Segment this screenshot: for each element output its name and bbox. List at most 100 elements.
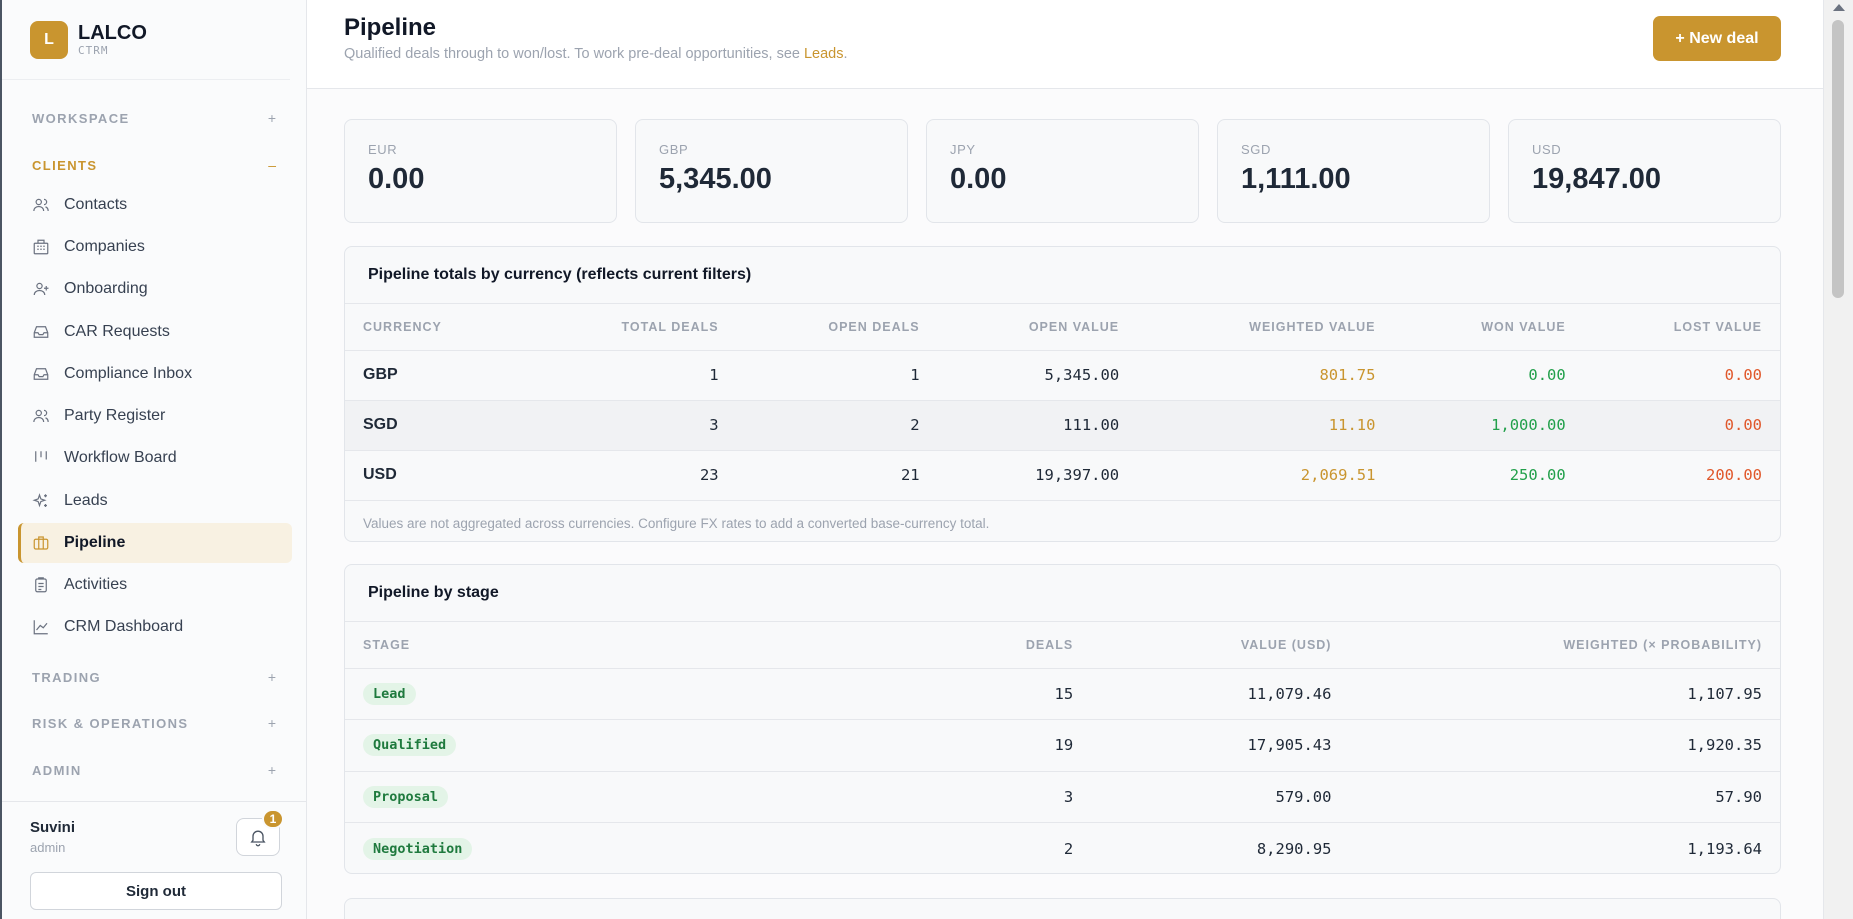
expand-icon: + <box>267 110 276 126</box>
sidebar-item-contacts[interactable]: Contacts <box>18 185 292 225</box>
table-row: Lead 15 11,079.46 1,107.95 <box>345 668 1780 720</box>
sidebar-item-pipeline[interactable]: Pipeline <box>18 523 292 563</box>
section-label: WORKSPACE <box>32 110 130 126</box>
expand-icon: + <box>267 762 276 778</box>
sidebar-item-crm-dashboard[interactable]: CRM Dashboard <box>18 607 292 647</box>
brand-logo: L <box>30 20 68 59</box>
expand-icon: + <box>267 715 276 731</box>
sidebar-item-label: Activities <box>64 576 128 593</box>
lost-value-cell: 200.00 <box>1583 450 1780 501</box>
panel-title: Pipeline totals by currency (reflects cu… <box>345 247 1780 304</box>
value-cell: 8,290.95 <box>1256 839 1332 858</box>
lost-value-cell: 0.00 <box>1583 400 1780 451</box>
sign-out-button[interactable]: Sign out <box>30 872 282 910</box>
column-header: WEIGHTED VALUE <box>1137 304 1394 351</box>
deals-cell: 15 <box>890 668 1092 720</box>
sidebar-item-label: Contacts <box>64 196 128 213</box>
users-icon <box>32 196 50 214</box>
section-workspace[interactable]: WORKSPACE + <box>32 110 276 126</box>
sidebar-item-label: Leads <box>64 492 108 509</box>
user-plus-icon <box>32 280 50 298</box>
sparkles-icon <box>32 492 50 510</box>
value-cell: 17,905.43 <box>1091 719 1350 772</box>
user-name: Suvini <box>30 819 76 836</box>
total-deals-cell: 3 <box>526 400 737 451</box>
card-label: JPY <box>950 142 976 157</box>
table-row: USD 23 21 19,397.00 2,069.51 250.00 200.… <box>345 450 1780 501</box>
leads-link[interactable]: Leads <box>803 46 844 62</box>
section-admin[interactable]: ADMIN + <box>32 762 276 778</box>
scroll-thumb[interactable] <box>1832 20 1844 298</box>
card-value: 5,345.00 <box>659 163 772 195</box>
table-row: Negotiation 2 8,290.95 1,193.64 <box>345 823 1780 874</box>
weighted-value-cell: 11.10 <box>1137 400 1394 451</box>
sidebar-item-label: Companies <box>64 238 145 255</box>
sidebar-item-party-register[interactable]: Party Register <box>18 396 292 436</box>
table-header-row: STAGE DEALS VALUE (USD) WEIGHTED (× PROB… <box>345 622 1780 669</box>
won-value-cell: 250.00 <box>1393 450 1584 501</box>
new-deal-button[interactable]: + New deal <box>1653 16 1781 61</box>
sidebar-item-onboarding[interactable]: Onboarding <box>18 269 292 309</box>
deals-cell: 2 <box>1063 839 1074 858</box>
clipboard-icon <box>32 576 50 594</box>
user-role: admin <box>30 840 66 855</box>
card-label: SGD <box>1241 142 1271 157</box>
weighted-cell: 1,920.35 <box>1349 719 1780 772</box>
weighted-value-cell: 2,069.51 <box>1137 450 1394 501</box>
currency-cell: USD <box>345 450 527 501</box>
sidebar-item-leads[interactable]: Leads <box>18 481 292 521</box>
scroll-up-icon[interactable] <box>1833 4 1845 11</box>
totals-by-currency-panel: Pipeline totals by currency (reflects cu… <box>344 246 1781 542</box>
column-header: STAGE <box>345 622 891 669</box>
brand-subtitle: CTRM <box>78 43 109 57</box>
subtitle-text: Qualified deals through to won/lost. To … <box>344 46 804 62</box>
card-value: 0.00 <box>368 163 425 195</box>
column-header: WEIGHTED (× PROBABILITY) <box>1349 622 1780 669</box>
section-clients[interactable]: CLIENTS – <box>32 157 276 173</box>
total-deals-cell: 23 <box>526 450 737 501</box>
briefcase-icon <box>32 534 50 552</box>
sidebar-footer: Suvini admin 1 Sign out <box>2 801 306 919</box>
card-value: 19,847.00 <box>1532 163 1662 195</box>
page-title: Pipeline <box>344 14 437 41</box>
sidebar-item-activities[interactable]: Activities <box>18 565 292 605</box>
open-value-cell: 5,345.00 <box>937 350 1138 401</box>
table-row: Qualified 19 17,905.43 1,920.35 <box>345 719 1780 772</box>
page-scrollbar[interactable] <box>1823 0 1853 919</box>
column-header: OPEN VALUE <box>937 304 1138 351</box>
table-row: Proposal 3 579.00 57.90 <box>345 771 1780 823</box>
section-label: ADMIN <box>32 762 82 778</box>
filters-panel <box>344 898 1781 919</box>
card-value: 1,111.00 <box>1241 163 1351 195</box>
currency-cell: GBP <box>345 350 527 401</box>
open-value-cell: 19,397.00 <box>937 450 1138 501</box>
table-row: GBP 1 1 5,345.00 801.75 0.00 0.00 <box>345 350 1780 401</box>
section-trading[interactable]: TRADING + <box>32 669 276 685</box>
section-label: CLIENTS <box>32 157 98 173</box>
page-header: Pipeline Qualified deals through to won/… <box>307 0 1823 89</box>
sidebar-item-companies[interactable]: Companies <box>18 227 292 267</box>
weighted-value-cell: 801.75 <box>1137 350 1394 401</box>
won-value-cell: 0.00 <box>1393 350 1584 401</box>
users-icon <box>32 407 50 425</box>
card-value: 0.00 <box>950 163 1007 195</box>
columns-icon <box>32 449 50 467</box>
notifications-button[interactable]: 1 <box>236 809 284 856</box>
sidebar-item-label: Workflow Board <box>64 449 177 466</box>
column-header: CURRENCY <box>345 304 527 351</box>
open-deals-cell: 2 <box>736 400 938 451</box>
deals-cell: 19 <box>890 719 1092 772</box>
table-row: SGD 3 2 111.00 11.10 1,000.00 0.00 <box>345 400 1780 451</box>
sidebar-item-label: CRM Dashboard <box>64 618 184 635</box>
column-header: DEALS <box>890 622 1092 669</box>
weighted-cell: 57.90 <box>1349 771 1780 823</box>
sidebar: L LALCO CTRM WORKSPACE + CLIENTS – Conta… <box>0 0 307 919</box>
sidebar-item-compliance-inbox[interactable]: Compliance Inbox <box>18 354 292 394</box>
sidebar-item-workflow-board[interactable]: Workflow Board <box>18 438 292 478</box>
column-header: TOTAL DEALS <box>526 304 737 351</box>
section-risk-operations[interactable]: RISK & OPERATIONS + <box>32 715 276 731</box>
column-header: LOST VALUE <box>1583 304 1780 351</box>
brand[interactable]: L LALCO CTRM <box>2 0 290 80</box>
pipeline-by-stage-panel: Pipeline by stage STAGE DEALS VALUE (USD… <box>344 564 1781 874</box>
sidebar-item-car-requests[interactable]: CAR Requests <box>18 312 292 352</box>
